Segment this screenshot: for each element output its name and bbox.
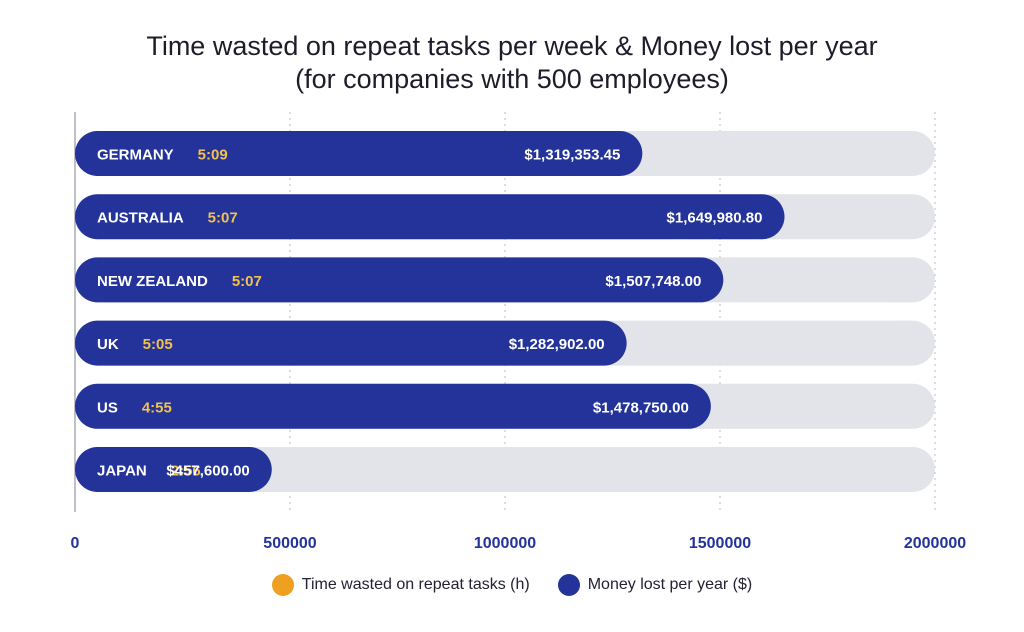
- time-label: 5:07: [232, 273, 262, 290]
- value-label: $457,600.00: [166, 463, 249, 480]
- chart-title-line1: Time wasted on repeat tasks per week & M…: [146, 31, 878, 61]
- x-tick-label: 2000000: [904, 535, 966, 552]
- bar: [75, 320, 627, 366]
- legend: Time wasted on repeat tasks (h) Money lo…: [0, 574, 1024, 596]
- time-label: 5:07: [208, 210, 238, 227]
- value-label: $1,319,353.45: [524, 147, 620, 164]
- x-tick-label: 1500000: [689, 535, 751, 552]
- category-label: GERMANY: [97, 147, 174, 164]
- time-label: 2:56: [171, 463, 201, 480]
- category-label: UK: [97, 336, 119, 353]
- value-label: $1,507,748.00: [605, 273, 701, 290]
- bar-track: [75, 447, 935, 492]
- legend-swatch-time: [271, 574, 294, 596]
- value-label: $1,478,750.00: [593, 399, 689, 416]
- x-tick-label: 0: [71, 535, 80, 552]
- value-label: $1,649,980.80: [667, 210, 763, 227]
- time-label: 5:05: [143, 336, 173, 353]
- legend-label-money: Money lost per year ($): [587, 576, 753, 593]
- category-label: US: [97, 399, 118, 416]
- bar: [75, 257, 724, 303]
- category-label: NEW ZEALAND: [97, 273, 208, 290]
- bar: [75, 447, 272, 492]
- category-label: JAPAN: [97, 463, 147, 480]
- legend-label-time: Time wasted on repeat tasks (h): [301, 576, 530, 593]
- legend-item-money: Money lost per year ($): [557, 574, 753, 596]
- x-tick-label: 500000: [263, 535, 316, 552]
- chart-title-line2: (for companies with 500 employees): [295, 64, 729, 94]
- legend-swatch-money: [557, 574, 580, 596]
- time-label: 4:55: [142, 399, 172, 416]
- legend-item-time: Time wasted on repeat tasks (h): [271, 574, 530, 596]
- chart-title: Time wasted on repeat tasks per week & M…: [0, 30, 1024, 96]
- value-label: $1,282,902.00: [509, 336, 605, 353]
- category-label: AUSTRALIA: [97, 210, 184, 227]
- bar: [75, 194, 785, 240]
- bar-chart: 0 500000 1000000 1500000 2000000 GERMANY 5:09 $…: [71, 112, 966, 552]
- bar: [75, 383, 711, 429]
- bar: [75, 131, 643, 176]
- time-label: 5:09: [198, 147, 228, 164]
- x-tick-label: 1000000: [474, 535, 536, 552]
